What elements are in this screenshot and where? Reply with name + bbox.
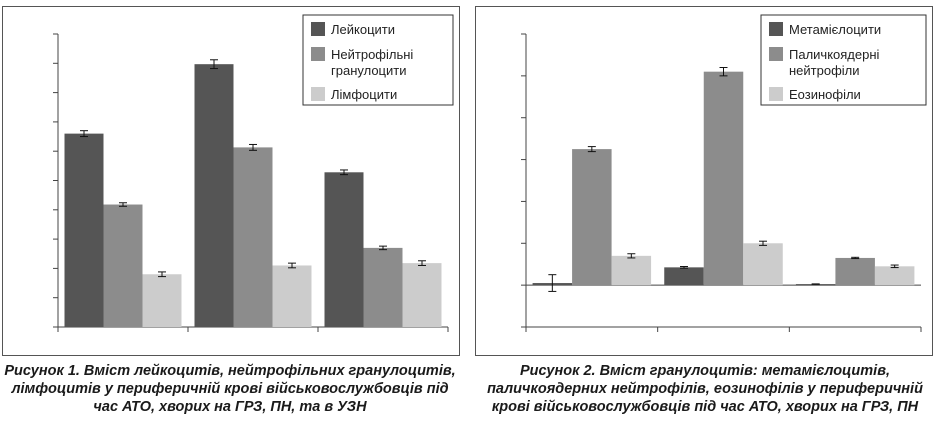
figure-caption-1: Рисунок 1. Вміст лейкоцитів, нейтрофільни… <box>0 362 460 416</box>
bar <box>402 263 442 327</box>
legend-box <box>760 14 927 106</box>
bar <box>874 266 915 286</box>
legend-swatch <box>769 47 783 61</box>
chart-panel-2: Метамієлоцити Паличкоядерні нейтрофіли Еози… <box>475 6 933 356</box>
legend-label: Метамієлоцити <box>789 22 881 37</box>
legend-swatch <box>769 87 783 101</box>
legend-swatch <box>311 47 325 61</box>
bar <box>272 265 312 327</box>
bar <box>64 133 104 327</box>
bar <box>664 267 704 286</box>
figure-number-1: Рисунок 1. <box>4 363 80 379</box>
legend-label: Лімфоцити <box>331 87 397 102</box>
legend-label: Еозинофіли <box>789 87 861 102</box>
bar <box>233 147 273 327</box>
bar <box>103 204 143 327</box>
legend-label: Нейтрофільні гранулоцити <box>331 47 413 78</box>
figure-caption-2: Рисунок 2. Вміст гранулоцитів: метамієлоц… <box>475 362 935 416</box>
bar <box>363 247 403 327</box>
figure-caption-text-1: Вміст лейкоцитів, нейтрофільних гранулоц… <box>11 363 456 415</box>
bar <box>194 64 234 327</box>
legend-swatch <box>769 22 783 36</box>
chart-1-svg: Лейкоцити Нейтрофільні гранулоцити Лімфоцит… <box>53 14 454 332</box>
legend-label: Лейкоцити <box>331 22 395 37</box>
bar <box>743 243 783 286</box>
figure-number-2: Рисунок 2. <box>520 363 596 379</box>
figure-caption-text-2: Вміст гранулоцитів: метамієлоцитів, пали… <box>487 363 923 415</box>
bar <box>795 284 836 286</box>
legend-swatch <box>311 87 325 101</box>
chart-panel-1: Лейкоцити Нейтрофільні гранулоцити Лімфоцит… <box>2 6 460 356</box>
bar <box>703 71 744 286</box>
bar <box>142 274 182 327</box>
legend-label: Паличкоядерні нейтрофіли <box>789 47 880 78</box>
legend-swatch <box>311 22 325 36</box>
legend-box <box>302 14 454 106</box>
bar <box>611 255 652 286</box>
bar <box>324 172 364 327</box>
bar <box>572 149 612 286</box>
bar <box>835 257 875 286</box>
chart-2-svg: Метамієлоцити Паличкоядерні нейтрофіли Еози… <box>521 14 927 332</box>
